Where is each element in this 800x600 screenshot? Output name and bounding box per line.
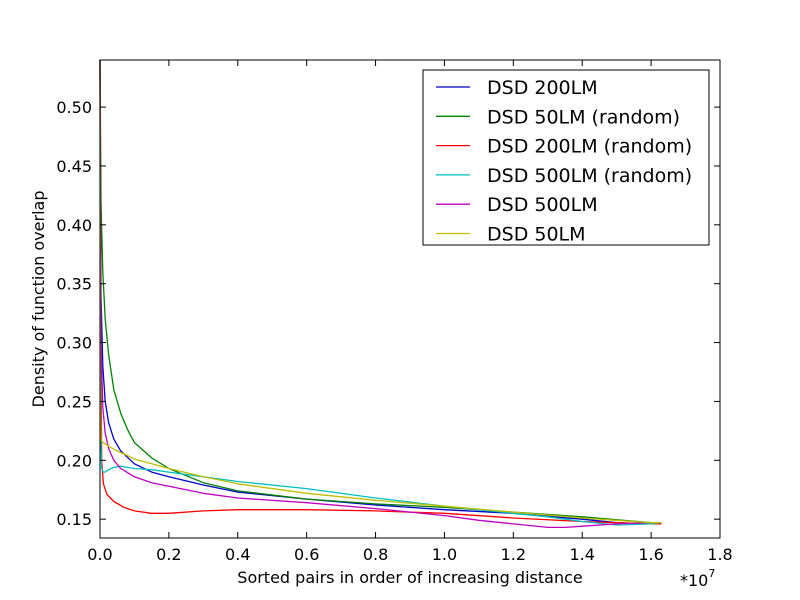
x-axis-multiplier: *107 [680, 567, 715, 590]
x-tick-label: 0.6 [294, 545, 319, 564]
x-axis-ticks: 0.0 0.2 0.4 0.6 0.8 1.0 1.2 1.4 1.6 1.8 [87, 60, 733, 564]
series-line-1 [99, 59, 662, 525]
x-tick-label: 0.4 [225, 545, 250, 564]
series-layer [99, 59, 662, 529]
series-line-6 [99, 59, 662, 524]
legend-label-4: DSD 500LM (random) [487, 165, 692, 187]
y-tick-label: 0.35 [56, 275, 92, 294]
x-axis-multiplier-exponent: 7 [708, 567, 715, 580]
x-tick-label: 1.2 [501, 545, 526, 564]
legend-label-6: DSD 50LM [487, 224, 586, 246]
legend-label-3: DSD 200LM (random) [487, 136, 692, 158]
y-tick-label: 0.25 [56, 392, 92, 411]
x-axis-multiplier-base: *10 [680, 571, 708, 590]
legend: DSD 200LM DSD 50LM (random) DSD 200LM (ran… [422, 69, 710, 246]
y-axis-ticks: 0.15 0.20 0.25 0.30 0.35 0.40 0.45 0.50 [56, 98, 720, 529]
legend-label-5: DSD 500LM [487, 194, 598, 216]
y-tick-label: 0.20 [56, 451, 92, 470]
x-tick-label: 0.8 [363, 545, 388, 564]
x-tick-label: 1.0 [432, 545, 457, 564]
series-line-5 [99, 59, 662, 529]
legend-label-2: DSD 50LM (random) [487, 106, 680, 128]
plot-frame [99, 59, 721, 539]
x-tick-label: 0.2 [156, 545, 181, 564]
x-tick-label: 1.6 [638, 545, 663, 564]
y-tick-label: 0.15 [56, 510, 92, 529]
legend-label-1: DSD 200LM [487, 77, 598, 99]
legend-box [422, 69, 710, 246]
x-tick-label: 1.4 [569, 545, 594, 564]
y-tick-label: 0.45 [56, 157, 92, 176]
x-axis-label: Sorted pairs in order of increasing dist… [237, 568, 582, 587]
y-tick-label: 0.50 [56, 98, 92, 117]
series-line-4 [99, 59, 662, 526]
y-tick-label: 0.30 [56, 334, 92, 353]
x-tick-label: 0.0 [87, 545, 112, 564]
x-tick-label: 1.8 [707, 545, 732, 564]
y-axis-label: Density of function overlap [29, 191, 48, 408]
y-tick-label: 0.40 [56, 216, 92, 235]
series-line-3 [99, 59, 662, 525]
